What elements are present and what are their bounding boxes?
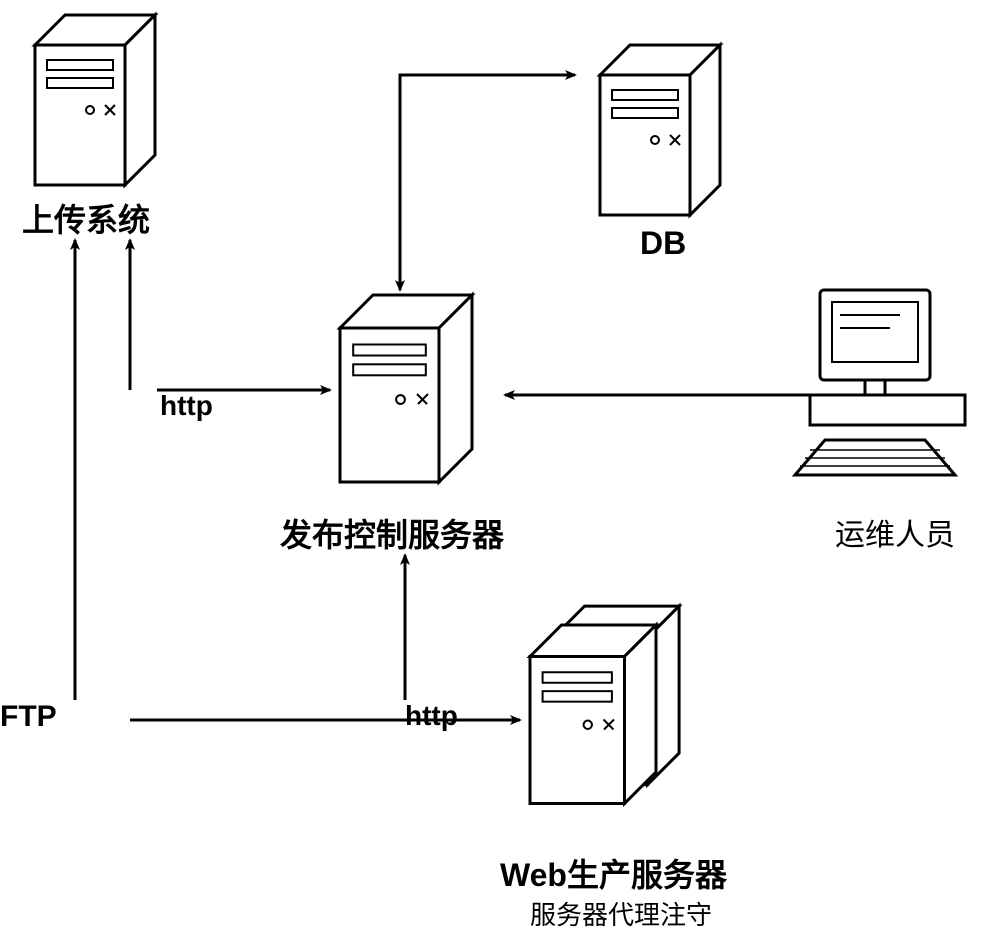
edge-label-2: http (160, 390, 213, 422)
sublabel-web: 服务器代理注守 (530, 895, 712, 932)
node-upload (35, 15, 155, 185)
label-db: DB (640, 225, 686, 262)
node-db (600, 45, 720, 215)
node-publish (340, 295, 472, 482)
edge-label-4: FTP (0, 700, 57, 734)
node-ops (795, 290, 965, 475)
node-web (525, 606, 679, 830)
label-web: Web生产服务器 (500, 850, 727, 896)
edge-label-7: http (405, 700, 458, 732)
label-publish: 发布控制服务器 (280, 510, 504, 556)
label-ops: 运维人员 (835, 510, 955, 554)
diagram-canvas (0, 0, 1000, 936)
label-upload: 上传系统 (22, 195, 150, 241)
edge-0 (400, 75, 575, 290)
